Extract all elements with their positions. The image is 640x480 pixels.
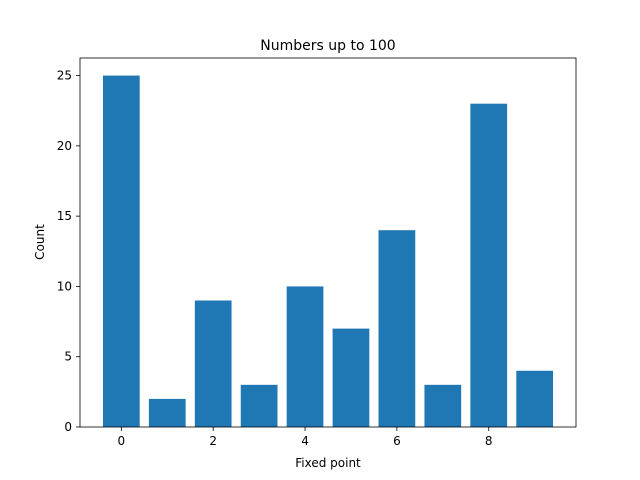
bar-6 xyxy=(378,230,416,427)
y-tick-label: 15 xyxy=(57,209,72,223)
bar-5 xyxy=(332,328,370,427)
plot-frame xyxy=(79,57,577,428)
y-axis-ticks: 0 5 10 15 20 25 xyxy=(57,69,80,434)
x-tick-label: 6 xyxy=(393,434,401,448)
y-tick-label: 0 xyxy=(64,420,72,434)
bar-2 xyxy=(194,300,232,427)
bar-0 xyxy=(102,75,140,427)
x-axis-label: Fixed point xyxy=(295,456,361,470)
x-tick-label: 4 xyxy=(301,434,309,448)
bar-1 xyxy=(148,398,186,427)
bar-4 xyxy=(286,286,324,427)
x-tick-label: 2 xyxy=(209,434,217,448)
bars-group xyxy=(102,75,554,427)
y-tick-label: 20 xyxy=(57,139,72,153)
bar-9 xyxy=(516,370,554,427)
x-tick-label: 8 xyxy=(485,434,493,448)
x-axis-ticks: 0 2 4 6 8 xyxy=(118,427,493,448)
bar-7 xyxy=(424,384,462,427)
y-axis-label: Count xyxy=(33,224,47,260)
y-tick-label: 25 xyxy=(57,69,72,83)
y-tick-label: 5 xyxy=(64,350,72,364)
y-tick-label: 10 xyxy=(57,279,72,293)
bar-8 xyxy=(470,103,508,427)
x-tick-label: 0 xyxy=(118,434,126,448)
chart-title: Numbers up to 100 xyxy=(260,38,395,54)
bar-3 xyxy=(240,384,278,427)
